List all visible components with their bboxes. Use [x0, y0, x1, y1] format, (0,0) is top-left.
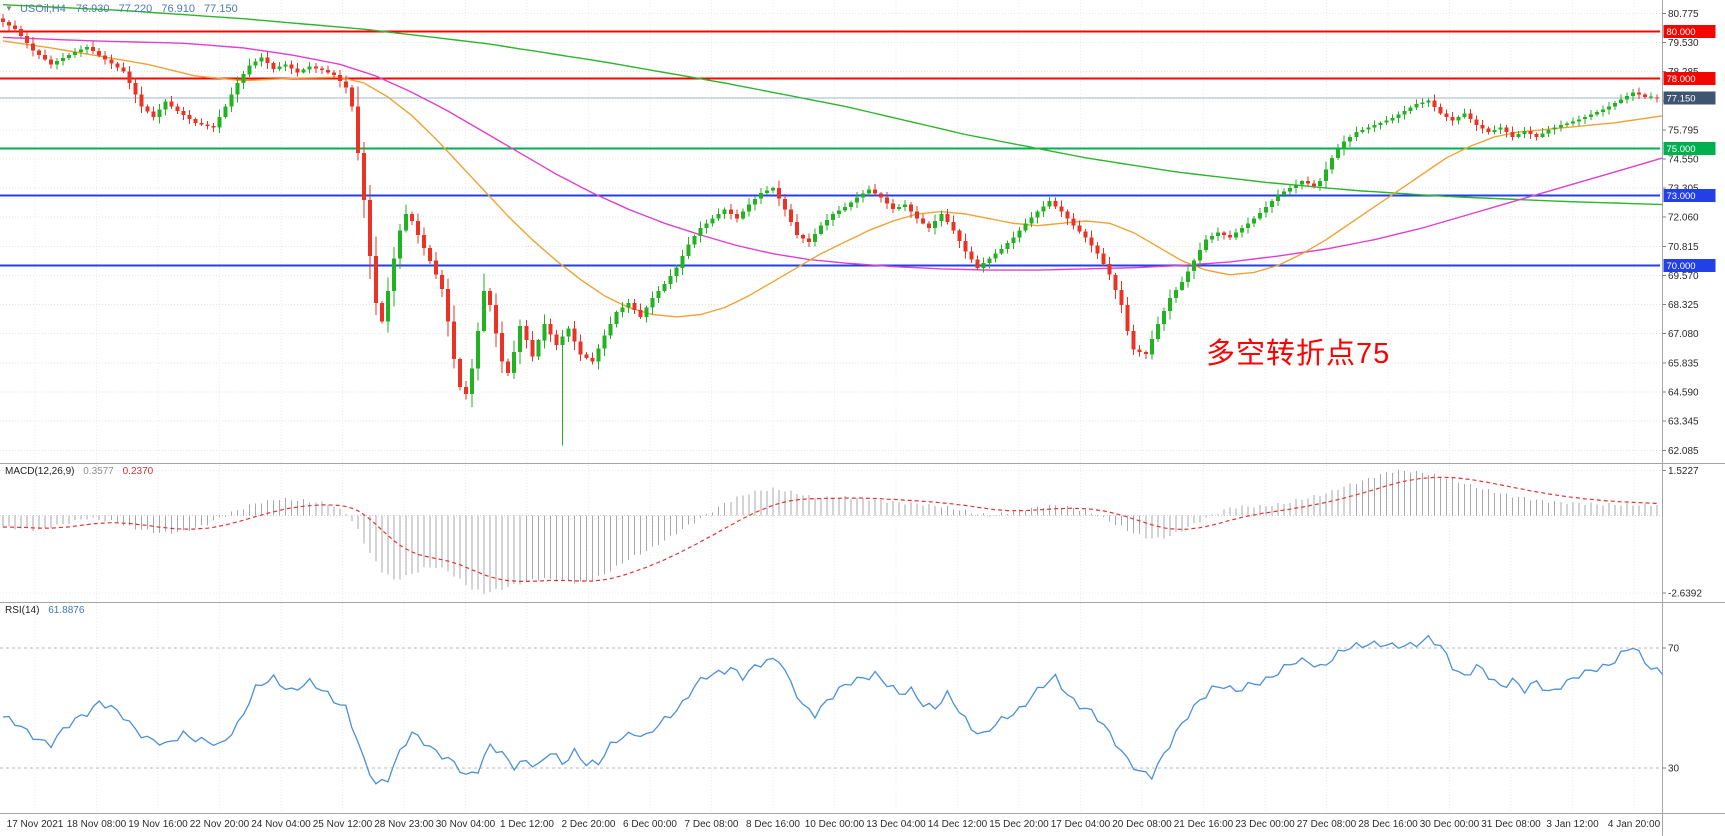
- svg-text:4 Jan 20:00: 4 Jan 20:00: [1608, 819, 1661, 830]
- svg-text:75.795: 75.795: [1668, 125, 1699, 136]
- svg-text:80.775: 80.775: [1668, 9, 1699, 20]
- svg-text:77.150: 77.150: [1667, 94, 1696, 105]
- svg-text:74.550: 74.550: [1668, 155, 1699, 166]
- svg-text:21 Dec 16:00: 21 Dec 16:00: [1174, 819, 1234, 830]
- svg-text:23 Dec 00:00: 23 Dec 00:00: [1235, 819, 1295, 830]
- svg-text:30 Dec 00:00: 30 Dec 00:00: [1420, 819, 1480, 830]
- horizontal-lines-layer: [0, 30, 1660, 267]
- svg-text:78.000: 78.000: [1667, 74, 1696, 85]
- svg-text:17 Dec 04:00: 17 Dec 04:00: [1051, 819, 1111, 830]
- moving-averages-layer: [2, 4, 1664, 318]
- svg-text:8 Dec 16:00: 8 Dec 16:00: [746, 819, 800, 830]
- svg-text:14 Dec 12:00: 14 Dec 12:00: [928, 819, 988, 830]
- svg-text:6 Dec 00:00: 6 Dec 00:00: [623, 819, 677, 830]
- svg-text:62.085: 62.085: [1668, 446, 1699, 457]
- svg-text:79.530: 79.530: [1668, 38, 1699, 49]
- svg-text:70: 70: [1668, 644, 1680, 655]
- macd-layer: [2, 469, 1658, 594]
- svg-text:27 Dec 08:00: 27 Dec 08:00: [1297, 819, 1357, 830]
- svg-text:70.815: 70.815: [1668, 242, 1699, 253]
- svg-text:70.000: 70.000: [1667, 261, 1696, 272]
- svg-text:19 Nov 16:00: 19 Nov 16:00: [128, 819, 188, 830]
- svg-text:28 Nov 23:00: 28 Nov 23:00: [374, 819, 434, 830]
- grid-layer: [0, 0, 1660, 813]
- svg-text:69.570: 69.570: [1668, 271, 1699, 282]
- svg-text:24 Nov 04:00: 24 Nov 04:00: [251, 819, 311, 830]
- time-axis-layer: 17 Nov 2021 18 Nov 08:00 19 Nov 16:00 22 No…: [7, 819, 1661, 830]
- panel-divider[interactable]: [0, 602, 1725, 603]
- svg-text:68.325: 68.325: [1668, 300, 1699, 311]
- svg-text:25 Nov 12:00: 25 Nov 12:00: [313, 819, 373, 830]
- svg-text:75.000: 75.000: [1667, 144, 1696, 155]
- svg-text:64.590: 64.590: [1668, 387, 1699, 398]
- svg-text:18 Nov 08:00: 18 Nov 08:00: [67, 819, 127, 830]
- price-scale-layer: 80.77579.53078.28577.04075.79574.55073.3…: [1662, 9, 1716, 775]
- svg-text:2 Dec 20:00: 2 Dec 20:00: [562, 819, 616, 830]
- svg-text:7 Dec 08:00: 7 Dec 08:00: [685, 819, 739, 830]
- svg-text:28 Dec 16:00: 28 Dec 16:00: [1358, 819, 1418, 830]
- svg-text:72.060: 72.060: [1668, 213, 1699, 224]
- svg-text:10 Dec 00:00: 10 Dec 00:00: [805, 819, 865, 830]
- svg-text:15 Dec 20:00: 15 Dec 20:00: [989, 819, 1049, 830]
- svg-text:80.000: 80.000: [1667, 27, 1696, 38]
- svg-text:1 Dec 12:00: 1 Dec 12:00: [500, 819, 554, 830]
- svg-text:-2.6392: -2.6392: [1668, 588, 1702, 599]
- svg-text:13 Dec 04:00: 13 Dec 04:00: [866, 819, 926, 830]
- svg-text:30 Nov 04:00: 30 Nov 04:00: [436, 819, 496, 830]
- candles-layer: [1, 14, 1659, 446]
- rsi-layer: [2, 634, 1664, 785]
- panel-divider[interactable]: [0, 813, 1725, 814]
- svg-text:73.000: 73.000: [1667, 191, 1696, 202]
- svg-text:31 Dec 08:00: 31 Dec 08:00: [1481, 819, 1541, 830]
- svg-text:22 Nov 20:00: 22 Nov 20:00: [190, 819, 250, 830]
- svg-text:1.5227: 1.5227: [1668, 466, 1699, 477]
- price-scale-axis[interactable]: [1662, 0, 1663, 836]
- panel-divider[interactable]: [0, 463, 1725, 464]
- svg-text:20 Dec 08:00: 20 Dec 08:00: [1112, 819, 1172, 830]
- svg-text:17 Nov 2021: 17 Nov 2021: [7, 819, 64, 830]
- svg-text:65.835: 65.835: [1668, 358, 1699, 369]
- svg-text:3 Jan 12:00: 3 Jan 12:00: [1546, 819, 1599, 830]
- svg-text:30: 30: [1668, 764, 1680, 775]
- svg-text:63.345: 63.345: [1668, 417, 1699, 428]
- svg-text:67.080: 67.080: [1668, 329, 1699, 340]
